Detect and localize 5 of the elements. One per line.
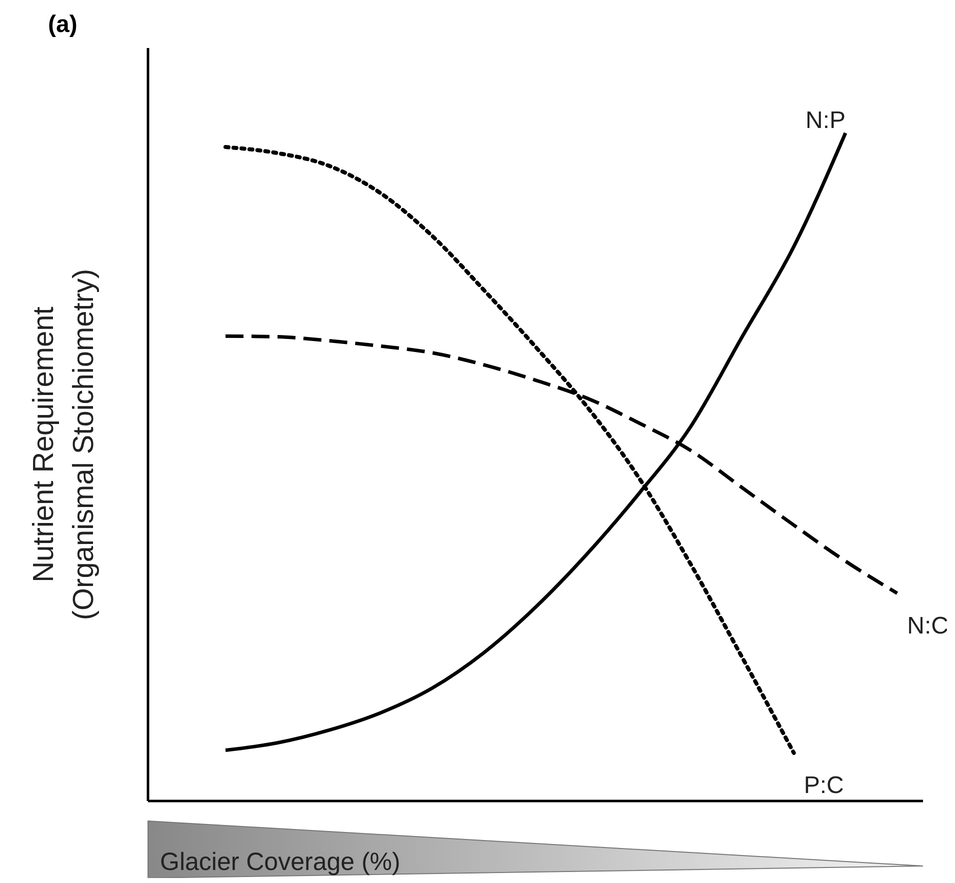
x-axis-title: Glacier Coverage (%) [160, 848, 400, 876]
y-axis-title: Nutrient Requirement (Organismal Stoichiometry) [28, 268, 100, 620]
series-label: P:C [804, 772, 844, 799]
text: (a) [48, 11, 78, 38]
series-label: N:P [806, 107, 846, 134]
